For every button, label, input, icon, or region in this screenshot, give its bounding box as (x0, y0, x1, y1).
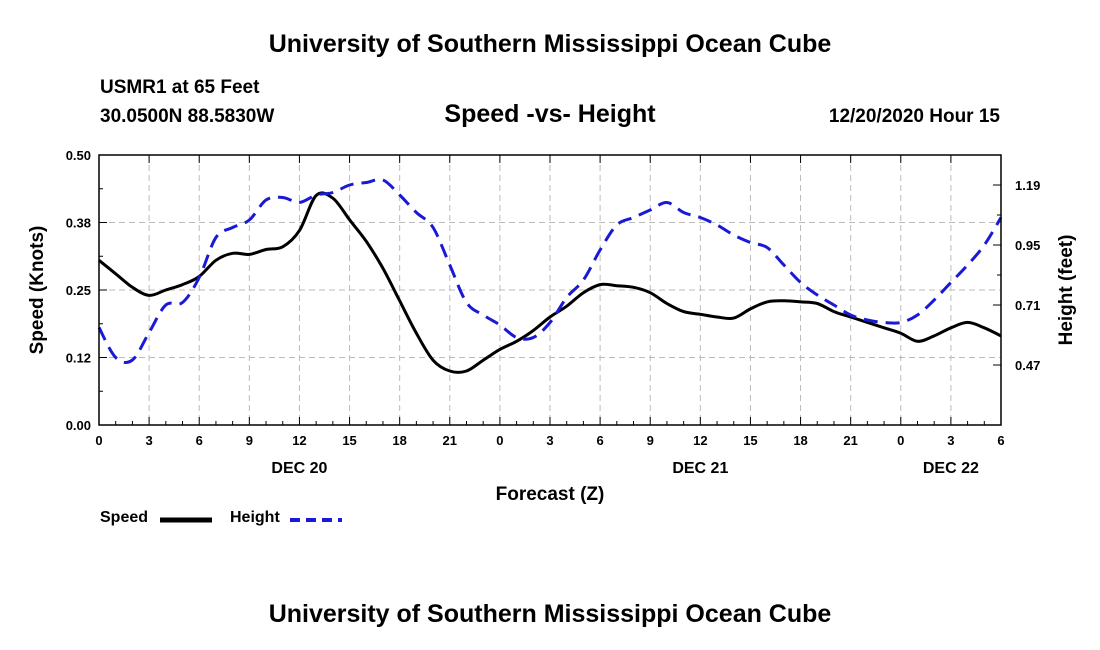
datetime-label: 12/20/2020 Hour 15 (828, 106, 1000, 127)
y-axis-title: Speed (Knots) (27, 226, 48, 355)
y-tick-label: 0.25 (66, 283, 91, 298)
y2-tick-label: 0.47 (1015, 358, 1040, 373)
x-tick-label: 9 (647, 433, 654, 448)
x-tick-label: 18 (392, 433, 406, 448)
chart-title: University of Southern Mississippi Ocean… (268, 30, 832, 58)
y2-tick-label: 0.95 (1015, 238, 1040, 253)
y-tick-label: 0.00 (66, 418, 91, 433)
series-line-speed (98, 191, 1002, 374)
x-tick-label: 0 (95, 433, 102, 448)
x-tick-label: 3 (145, 433, 152, 448)
series-layer (97, 177, 1003, 374)
y-tick-label: 0.50 (66, 148, 91, 163)
date-label: DEC 20 (271, 460, 327, 477)
x-tick-label: 0 (496, 433, 503, 448)
x-axis-title: Forecast (Z) (496, 484, 605, 505)
x-tick-label: 6 (997, 433, 1004, 448)
x-tick-label: 15 (342, 433, 356, 448)
y2-tick-label: 0.71 (1015, 298, 1040, 313)
x-tick-label: 12 (292, 433, 306, 448)
y2-tick-label: 1.19 (1015, 178, 1040, 193)
ticks-layer: 0 3 6 9 12 15 18 21 0 3 6 9 12 15 18 21 0 3 6 DEC 20 DEC 21 D… (66, 148, 1041, 477)
legend-speed-label: Speed (100, 509, 149, 526)
x-tick-label: 3 (546, 433, 553, 448)
x-tick-label: 12 (693, 433, 707, 448)
chart-subtitle: Speed -vs- Height (444, 100, 656, 128)
x-tick-label: 15 (743, 433, 757, 448)
x-tick-label: 21 (843, 433, 857, 448)
x-tick-label: 9 (246, 433, 253, 448)
station-label: USMR1 at 65 Feet (100, 77, 260, 98)
x-tick-label: 0 (897, 433, 904, 448)
footer-title: University of Southern Mississippi Ocean… (268, 600, 832, 628)
y-tick-label: 0.12 (66, 351, 91, 366)
date-label: DEC 22 (923, 460, 979, 477)
x-tick-label: 6 (596, 433, 603, 448)
date-label: DEC 21 (672, 460, 728, 477)
series-line-height (97, 177, 1003, 364)
x-tick-label: 3 (947, 433, 954, 448)
legend-height-label: Height (230, 509, 280, 526)
grid-layer (99, 155, 1001, 425)
x-tick-label: 18 (793, 433, 807, 448)
y2-axis-title: Height (feet) (1056, 235, 1077, 346)
coordinates-label: 30.0500N 88.5830W (100, 106, 275, 127)
x-tick-label: 6 (196, 433, 203, 448)
y-tick-label: 0.38 (66, 216, 91, 231)
x-tick-label: 21 (443, 433, 457, 448)
